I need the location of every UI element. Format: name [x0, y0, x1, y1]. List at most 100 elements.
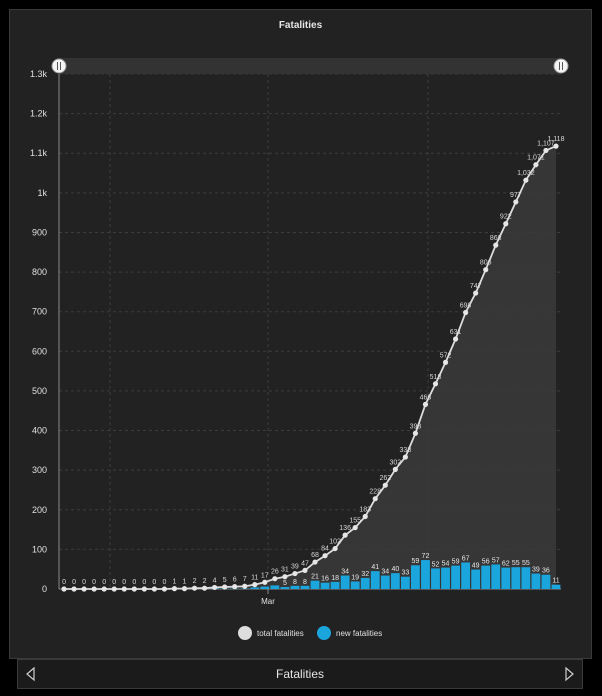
total-fatalities-point [252, 582, 258, 588]
legend-swatch-new[interactable] [317, 626, 331, 640]
total-point-label: 262 [379, 475, 391, 482]
total-fatalities-point [292, 570, 298, 577]
y-tick-label: 600 [32, 346, 47, 356]
total-point-label: 698 [460, 302, 472, 309]
total-point-label: 0 [82, 579, 86, 586]
new-fatalities-bar [421, 560, 430, 589]
legend-swatch-total[interactable] [238, 626, 252, 640]
new-bar-label: 18 [331, 575, 339, 582]
total-fatalities-point [463, 309, 469, 316]
total-point-label: 1,118 [547, 136, 564, 143]
total-point-label: 5 [223, 577, 227, 584]
chevron-right-icon[interactable] [561, 666, 577, 682]
new-fatalities-bar [411, 565, 420, 589]
new-bar-label: 57 [492, 557, 500, 564]
total-fatalities-point [352, 524, 358, 531]
new-fatalities-bar [280, 587, 290, 589]
total-fatalities-point [191, 585, 198, 591]
range-slider-handle[interactable] [51, 58, 67, 74]
total-fatalities-point [523, 177, 529, 183]
total-fatalities-point [262, 579, 268, 585]
total-point-label: 183 [359, 507, 371, 514]
new-bar-label: 49 [472, 563, 480, 570]
total-point-label: 393 [410, 423, 422, 430]
new-bar-label: 16 [321, 576, 329, 583]
new-fatalities-bar [471, 569, 481, 589]
range-slider-track [59, 58, 561, 74]
y-tick-label: 1.2k [30, 109, 48, 119]
total-fatalities-point [422, 401, 429, 407]
total-point-label: 0 [92, 579, 96, 586]
total-fatalities-point [483, 267, 489, 273]
new-fatalities-bar [260, 586, 270, 589]
total-point-label: 84 [321, 546, 329, 553]
total-fatalities-point [553, 143, 559, 149]
new-bar-label: 40 [391, 566, 399, 573]
new-bar-label: 11 [552, 578, 559, 585]
new-bar-label: 52 [432, 561, 440, 568]
chevron-left-icon[interactable] [23, 666, 39, 682]
new-bar-label: 32 [361, 571, 369, 578]
total-fatalities-point [212, 584, 218, 591]
total-point-label: 631 [450, 329, 462, 336]
total-point-label: 518 [430, 374, 442, 381]
total-point-label: 4 [213, 577, 217, 584]
new-fatalities-bar [270, 585, 280, 589]
total-fatalities-point [442, 359, 449, 365]
total-point-label: 17 [261, 572, 269, 579]
total-fatalities-point [101, 586, 107, 592]
new-fatalities-bar [290, 585, 300, 589]
total-fatalities-point [452, 336, 459, 342]
total-point-label: 26 [271, 569, 279, 576]
y-tick-label: 500 [32, 386, 47, 396]
total-point-label: 0 [62, 579, 66, 586]
total-point-label: 1,107 [537, 140, 555, 147]
new-fatalities-bar [340, 575, 350, 589]
total-point-label: 0 [152, 579, 156, 586]
total-point-label: 228 [369, 489, 381, 496]
y-tick-label: 300 [32, 465, 47, 475]
new-bar-label: 54 [442, 561, 450, 568]
total-fatalities-point [533, 162, 539, 168]
total-fatalities-point [473, 290, 479, 296]
total-point-label: 0 [132, 579, 136, 586]
total-fatalities-point [302, 567, 308, 573]
new-fatalities-bar [330, 581, 340, 589]
footer-bar: Fatalities [17, 659, 583, 689]
new-bar-label: 62 [502, 561, 510, 568]
range-slider-handle[interactable] [553, 58, 569, 74]
total-point-label: 922 [500, 214, 512, 221]
total-point-label: 302 [389, 459, 401, 466]
new-fatalities-bar [250, 587, 260, 589]
total-point-label: 806 [480, 260, 492, 267]
total-fatalities-point [503, 221, 509, 227]
new-bar-label: 34 [381, 569, 389, 576]
total-point-label: 977 [510, 192, 522, 199]
total-fatalities-point [161, 586, 168, 592]
total-fatalities-point [322, 553, 328, 559]
total-fatalities-point [342, 532, 348, 538]
new-fatalities-bar [350, 581, 360, 589]
total-fatalities-point [151, 586, 157, 592]
total-point-label: 47 [301, 560, 309, 567]
new-fatalities-bar [531, 573, 541, 589]
total-point-label: 0 [122, 579, 126, 586]
new-bar-label: 41 [371, 564, 379, 571]
total-point-label: 747 [470, 283, 482, 290]
new-bar-label: 19 [351, 574, 359, 581]
total-point-label: 0 [112, 579, 116, 586]
new-fatalities-bar [431, 568, 440, 589]
total-fatalities-point [382, 482, 388, 488]
range-slider-handle-knob [51, 58, 67, 74]
total-fatalities-point [222, 584, 228, 590]
total-fatalities-point [432, 381, 439, 387]
new-bar-label: 8 [293, 579, 297, 586]
total-point-label: 6 [233, 577, 237, 584]
total-fatalities-point [372, 496, 378, 502]
total-fatalities-point [402, 454, 408, 460]
total-fatalities-point [121, 586, 127, 592]
total-fatalities-point [71, 586, 77, 592]
total-point-label: 0 [72, 579, 76, 586]
footer-title: Fatalities [275, 667, 325, 681]
total-point-label: 1,071 [527, 155, 545, 162]
